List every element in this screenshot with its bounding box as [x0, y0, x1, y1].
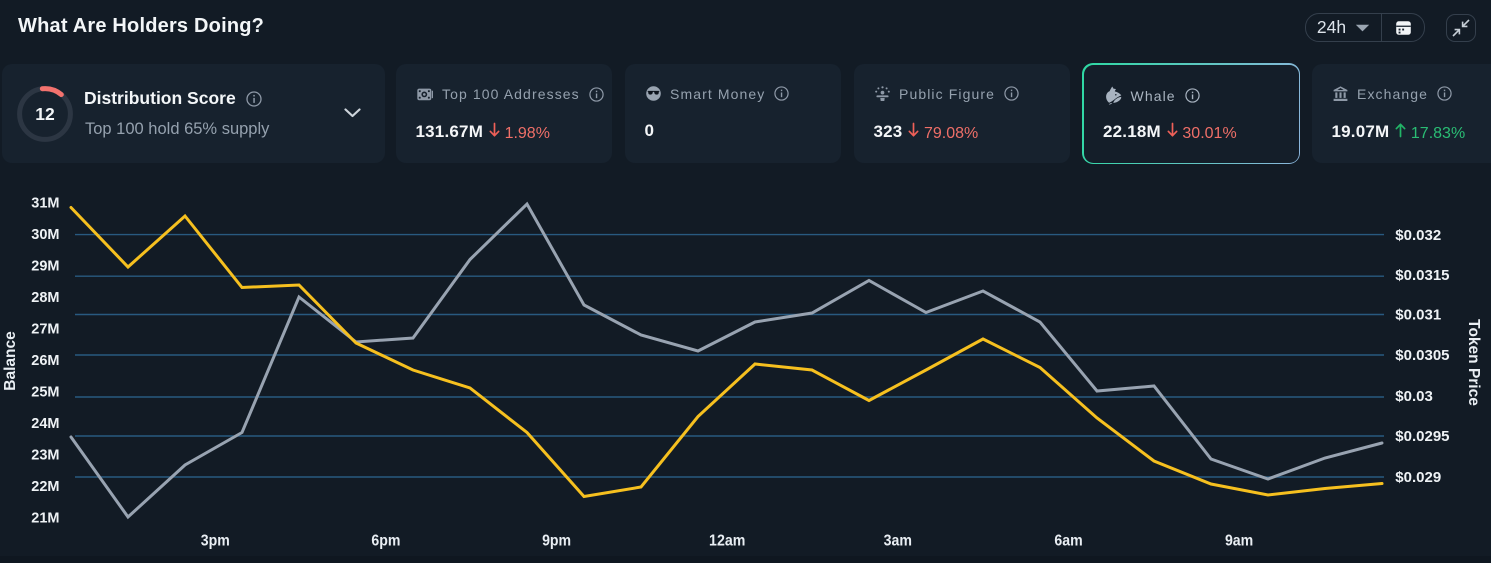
svg-text:28M: 28M: [31, 290, 59, 306]
svg-text:6am: 6am: [1054, 532, 1082, 549]
svg-text:27M: 27M: [31, 322, 59, 338]
svg-text:30M: 30M: [31, 227, 59, 243]
svg-text:3pm: 3pm: [201, 532, 230, 549]
svg-text:9pm: 9pm: [542, 532, 571, 549]
svg-text:$0.0295: $0.0295: [1395, 428, 1449, 445]
svg-text:25M: 25M: [31, 385, 59, 401]
svg-text:3am: 3am: [884, 532, 912, 549]
svg-text:22M: 22M: [31, 479, 59, 495]
svg-text:$0.029: $0.029: [1395, 469, 1441, 486]
svg-text:29M: 29M: [31, 259, 59, 275]
svg-text:6pm: 6pm: [371, 532, 400, 549]
svg-text:24M: 24M: [31, 416, 59, 432]
svg-text:9am: 9am: [1225, 532, 1253, 549]
svg-text:$0.031: $0.031: [1395, 307, 1441, 324]
svg-text:$0.0305: $0.0305: [1395, 347, 1449, 364]
svg-text:21M: 21M: [31, 510, 59, 526]
svg-text:12: 12: [35, 104, 55, 124]
svg-text:Token Price: Token Price: [1465, 319, 1482, 406]
svg-text:Balance: Balance: [2, 331, 19, 391]
svg-text:$0.032: $0.032: [1395, 227, 1441, 244]
svg-text:12am: 12am: [709, 532, 745, 549]
svg-text:31M: 31M: [31, 196, 59, 212]
svg-text:26M: 26M: [31, 353, 59, 369]
svg-text:23M: 23M: [31, 448, 59, 464]
svg-text:$0.0315: $0.0315: [1395, 267, 1449, 284]
svg-text:$0.03: $0.03: [1395, 388, 1433, 405]
